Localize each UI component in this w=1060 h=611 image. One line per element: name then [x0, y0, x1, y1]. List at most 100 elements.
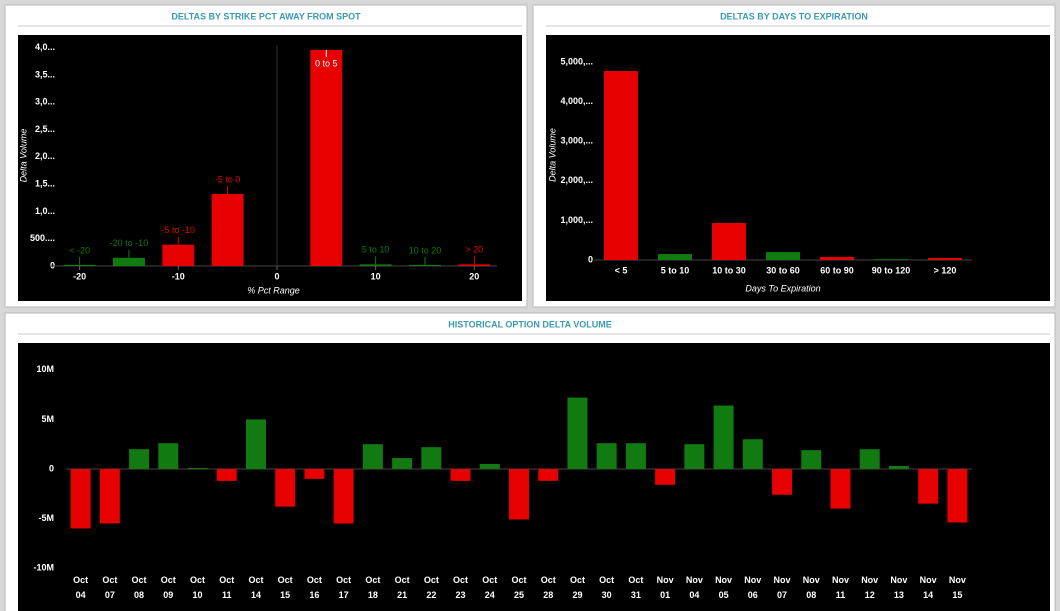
data-label: -20 to -10 — [110, 238, 149, 248]
bar — [63, 264, 96, 266]
bar — [801, 450, 822, 469]
x-tick-label: Nov 08 — [803, 575, 820, 600]
x-tick-part: Nov — [686, 575, 703, 585]
x-tick-part: 08 — [806, 590, 816, 600]
bar — [684, 444, 705, 469]
x-tick-part: 15 — [280, 590, 290, 600]
bar — [162, 244, 195, 266]
x-tick-label: Nov 07 — [774, 575, 791, 600]
x-tick-part: Oct — [395, 575, 410, 585]
y-tick-label: 1,0... — [35, 206, 55, 216]
y-tick-label: 0 — [588, 254, 593, 264]
bar — [596, 443, 617, 469]
bar — [918, 468, 939, 504]
x-tick-label: 0 — [274, 271, 279, 281]
x-tick-part: 09 — [163, 590, 173, 600]
x-tick-part: 28 — [543, 590, 553, 600]
bar — [859, 449, 880, 469]
x-tick-part: Oct — [307, 575, 322, 585]
data-label: -5 to -10 — [162, 225, 196, 235]
x-tick-part: Nov — [832, 575, 849, 585]
y-tick-label: 0 — [49, 463, 54, 473]
x-tick-part: 16 — [309, 590, 319, 600]
bar — [713, 405, 734, 469]
x-tick-part: Nov — [744, 575, 761, 585]
x-tick-label: Oct 28 — [541, 575, 556, 600]
x-tick-label: Nov 04 — [686, 575, 703, 600]
x-tick-part: Oct — [161, 575, 176, 585]
x-tick-label: Oct 31 — [628, 575, 643, 600]
chart-title: HISTORICAL OPTION DELTA VOLUME — [448, 319, 612, 329]
x-tick-part: Nov — [774, 575, 791, 585]
x-tick-label: Nov 14 — [920, 575, 937, 600]
y-tick-label: 0 — [50, 260, 55, 270]
y-tick-label: 1,000,... — [560, 215, 593, 225]
chart-title: DELTAS BY DAYS TO EXPIRATION — [720, 11, 868, 21]
x-tick-part: 30 — [602, 590, 612, 600]
x-tick-label: Oct 15 — [278, 575, 293, 600]
x-tick-label: Oct 25 — [511, 575, 526, 600]
x-tick-part: Oct — [278, 575, 293, 585]
x-tick-label: Oct 07 — [102, 575, 117, 600]
bar — [450, 468, 471, 481]
chart-title: DELTAS BY STRIKE PCT AWAY FROM SPOT — [171, 11, 361, 21]
bar — [245, 419, 266, 469]
data-label: -5 to 0 — [215, 174, 241, 184]
y-tick-label: 2,0... — [35, 151, 55, 161]
bar — [658, 254, 692, 260]
x-tick-part: Oct — [219, 575, 234, 585]
x-tick-part: Nov — [949, 575, 966, 585]
x-tick-part: 06 — [748, 590, 758, 600]
y-tick-label: 3,000,... — [560, 136, 593, 146]
bar — [408, 264, 441, 266]
x-tick-part: 15 — [952, 590, 962, 600]
y-tick-label: -10M — [33, 562, 54, 572]
x-tick-part: 18 — [368, 590, 378, 600]
bar — [820, 257, 854, 260]
x-tick-part: 12 — [865, 590, 875, 600]
y-tick-label: 1,5... — [35, 179, 55, 189]
x-tick-label: Oct 08 — [132, 575, 147, 600]
bar — [458, 264, 491, 266]
bar — [604, 71, 638, 260]
bar — [567, 397, 588, 469]
bar — [742, 439, 763, 469]
data-label: 5 to 10 — [362, 245, 390, 255]
x-tick-part: 14 — [251, 590, 261, 600]
bar — [947, 468, 968, 523]
x-tick-label: Nov 13 — [890, 575, 907, 600]
bar — [359, 264, 392, 266]
x-tick-label: 10 — [371, 271, 381, 281]
x-tick-part: Nov — [803, 575, 820, 585]
bar — [712, 222, 746, 260]
x-tick-part: 22 — [426, 590, 436, 600]
x-tick-part: 24 — [485, 590, 495, 600]
y-axis-label: Delta Volume — [547, 128, 557, 182]
bar — [874, 259, 908, 261]
x-tick-part: 29 — [572, 590, 582, 600]
x-tick-part: 31 — [631, 590, 641, 600]
x-tick-label: Oct 10 — [190, 575, 205, 600]
x-tick-label: Nov 01 — [657, 575, 674, 600]
x-tick-label: 10 to 30 — [712, 265, 746, 275]
x-tick-label: Oct 04 — [73, 575, 88, 600]
bar — [362, 444, 383, 469]
x-tick-part: Nov — [657, 575, 674, 585]
x-tick-part: Oct — [102, 575, 117, 585]
x-tick-part: Oct — [482, 575, 497, 585]
x-tick-label: Oct 11 — [219, 575, 234, 600]
x-tick-part: Oct — [248, 575, 263, 585]
bar — [304, 468, 325, 479]
y-tick-label: 2,5... — [35, 124, 55, 134]
data-label: < -20 — [69, 245, 90, 255]
bar — [479, 464, 500, 469]
bar — [830, 468, 851, 509]
x-tick-label: -20 — [73, 271, 86, 281]
x-tick-part: 04 — [689, 590, 699, 600]
bar — [766, 252, 800, 260]
bar — [129, 449, 150, 469]
bar — [655, 468, 676, 485]
x-tick-part: Oct — [570, 575, 585, 585]
x-tick-part: 01 — [660, 590, 670, 600]
x-tick-part: Oct — [599, 575, 614, 585]
